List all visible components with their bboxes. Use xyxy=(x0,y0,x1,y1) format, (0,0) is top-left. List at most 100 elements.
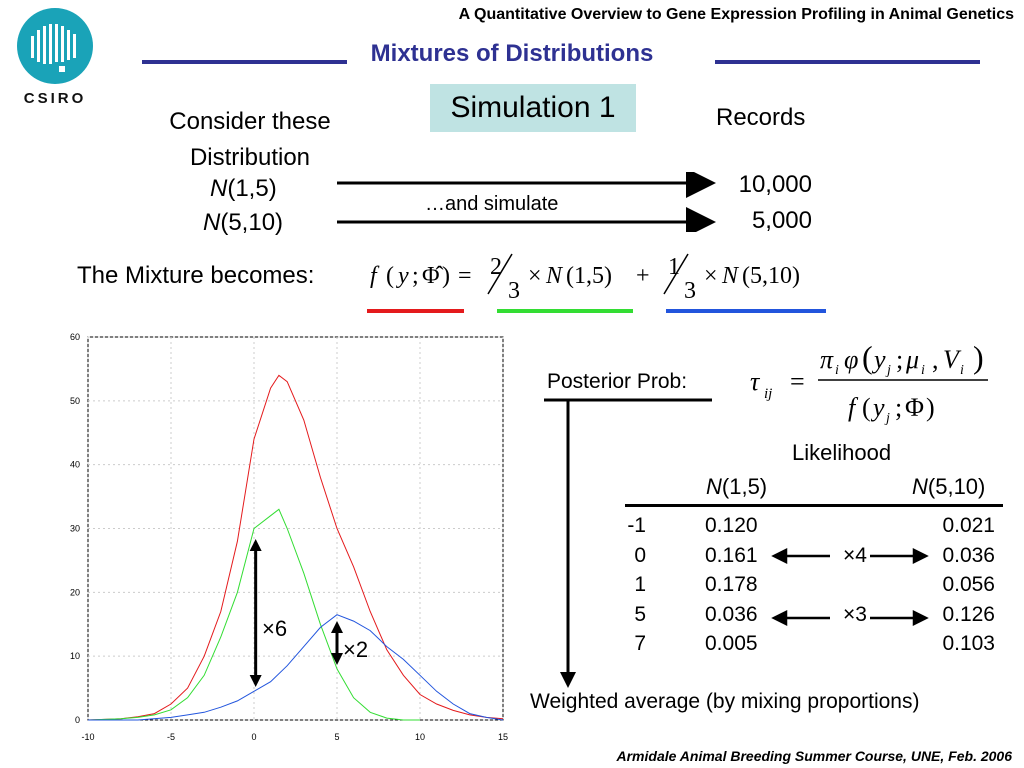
posterior-formula: τ ij = π i φ ( y j ; μ i , V i ) f ( y j… xyxy=(750,339,988,426)
weight2-denominator: 3 xyxy=(684,278,696,304)
svg-text:j: j xyxy=(884,411,890,426)
weight1-numerator: 2 xyxy=(490,254,502,280)
svg-text:): ) xyxy=(973,339,984,375)
svg-text:(: ( xyxy=(862,393,871,422)
svg-text:π: π xyxy=(820,345,834,374)
y-tick-label: 0 xyxy=(75,715,80,725)
title-rule-left xyxy=(142,60,347,64)
svg-text:μ: μ xyxy=(905,345,919,374)
table-cell-l2: 0.021 xyxy=(942,514,995,537)
table-cell-l1: 0.120 xyxy=(705,514,758,537)
svg-text:i: i xyxy=(960,363,964,378)
svg-text:;: ; xyxy=(412,263,419,289)
presentation-title: A Quantitative Overview to Gene Expressi… xyxy=(458,6,1014,23)
records-label: Records xyxy=(716,104,806,131)
svg-text:φ: φ xyxy=(844,345,858,374)
svg-text:i: i xyxy=(835,363,839,378)
table-cell-l1: 0.036 xyxy=(705,602,758,626)
svg-text:(: ( xyxy=(862,339,873,375)
table-cell-ratio: ×3 xyxy=(843,602,867,626)
svg-text:Φ: Φ xyxy=(905,393,924,422)
red-swatch xyxy=(367,309,464,313)
logo-text: CSIRO xyxy=(24,90,87,106)
plus-symbol: + xyxy=(636,263,650,289)
svg-text:): ) xyxy=(926,393,935,422)
table-cell-l2: 0.056 xyxy=(942,573,995,596)
svg-text:,: , xyxy=(932,345,939,374)
x-tick-label: -5 xyxy=(167,732,175,742)
table-cell-l2: 0.036 xyxy=(942,543,995,567)
consider-line-1: Consider these xyxy=(169,108,331,135)
svg-text:ij: ij xyxy=(764,386,772,402)
table-cell-y: 7 xyxy=(634,632,646,655)
f-symbol: f xyxy=(370,263,380,289)
green-swatch xyxy=(497,309,633,313)
consider-text: Consider these Distribution xyxy=(140,104,360,176)
likelihood-col2-header: N(5,10) xyxy=(912,474,986,499)
y-symbol: y xyxy=(396,263,409,289)
title-rule-right xyxy=(715,60,980,64)
distribution-1: N(1,5) xyxy=(210,175,277,203)
times-symbol-2: × xyxy=(704,263,718,289)
arrow-factor-2-head-top xyxy=(331,621,343,633)
simulate-arrows xyxy=(337,172,716,232)
y-tick-label: 10 xyxy=(70,651,80,661)
y-tick-label: 60 xyxy=(70,332,80,342)
n1-params: (1,5) xyxy=(566,263,612,289)
svg-text:V: V xyxy=(943,345,962,374)
slide-title: Mixtures of Distributions xyxy=(370,40,654,67)
x-tick-label: 5 xyxy=(334,732,339,742)
table-cell-l1: 0.178 xyxy=(705,573,758,596)
csiro-logo-icon: CSIRO xyxy=(17,8,93,107)
plot-area xyxy=(87,336,504,721)
n2-symbol: N xyxy=(721,263,740,289)
series-line-1 xyxy=(87,508,420,721)
x-tick-label: -10 xyxy=(81,732,94,742)
factor-2-label: ×2 xyxy=(343,637,369,662)
simulation-box: Simulation 1 xyxy=(430,84,636,132)
svg-text:y: y xyxy=(870,393,885,422)
mixture-label: The Mixture becomes: xyxy=(77,262,315,289)
n2-params: (5,10) xyxy=(742,263,800,289)
svg-text:j: j xyxy=(885,363,891,378)
table-cell-l2: 0.126 xyxy=(942,602,995,626)
dist1-params: (1,5) xyxy=(227,175,277,202)
series-line-0 xyxy=(87,374,504,721)
eq-symbol: = xyxy=(458,263,472,289)
svg-text:=: = xyxy=(790,367,805,396)
blue-swatch xyxy=(666,309,826,313)
y-tick-label: 20 xyxy=(70,587,80,597)
y-tick-label: 30 xyxy=(70,524,80,534)
dist2-params: (5,10) xyxy=(220,209,284,236)
weighted-label: Weighted average (by mixing proportions) xyxy=(530,690,920,713)
table-cell-y: 1 xyxy=(634,573,646,596)
posterior-label: Posterior Prob: xyxy=(547,370,688,393)
svg-text:i: i xyxy=(921,363,925,378)
simulation-label: Simulation 1 xyxy=(450,91,616,124)
table-cell-l2: 0.103 xyxy=(942,632,995,655)
records-1: 10,000 xyxy=(738,171,812,198)
dist1-n: N xyxy=(210,175,228,202)
table-header-rule xyxy=(625,504,1003,507)
svg-text:;: ; xyxy=(895,393,902,422)
table-cell-y: 5 xyxy=(634,602,646,626)
weight1-denominator: 3 xyxy=(508,278,520,304)
consider-line-2: Distribution xyxy=(189,144,311,171)
y-tick-label: 50 xyxy=(70,396,80,406)
phi-hat-symbol: Φ̂ xyxy=(422,263,444,289)
x-tick-label: 15 xyxy=(498,732,508,742)
table-cell-ratio: ×4 xyxy=(843,543,867,567)
table-cell-y: -1 xyxy=(627,514,646,537)
simulate-label: …and simulate xyxy=(425,193,559,215)
factor-6-label: ×6 xyxy=(262,616,288,641)
series-line-2 xyxy=(88,614,504,721)
table-cell-l1: 0.161 xyxy=(705,543,758,567)
posterior-connector xyxy=(544,398,712,688)
likelihood-col1-header: N(1,5) xyxy=(706,474,768,499)
x-tick-label: 0 xyxy=(251,732,256,742)
footer-text: Armidale Animal Breeding Summer Course, … xyxy=(616,748,1013,764)
tau-symbol: τ xyxy=(750,367,761,396)
svg-text:y: y xyxy=(871,345,886,374)
x-tick-label: 10 xyxy=(415,732,425,742)
csiro-logo: CSIRO xyxy=(13,6,97,107)
